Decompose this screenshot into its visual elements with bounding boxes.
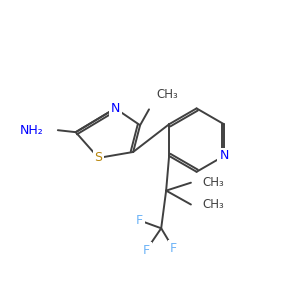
Text: F: F	[169, 242, 177, 255]
Text: S: S	[94, 152, 103, 164]
Text: N: N	[111, 102, 120, 115]
Text: CH₃: CH₃	[203, 198, 224, 211]
Text: NH₂: NH₂	[20, 124, 44, 137]
Text: F: F	[136, 214, 143, 227]
Text: CH₃: CH₃	[203, 176, 224, 189]
Text: CH₃: CH₃	[156, 88, 178, 101]
Text: F: F	[143, 244, 150, 256]
Text: N: N	[219, 149, 229, 162]
